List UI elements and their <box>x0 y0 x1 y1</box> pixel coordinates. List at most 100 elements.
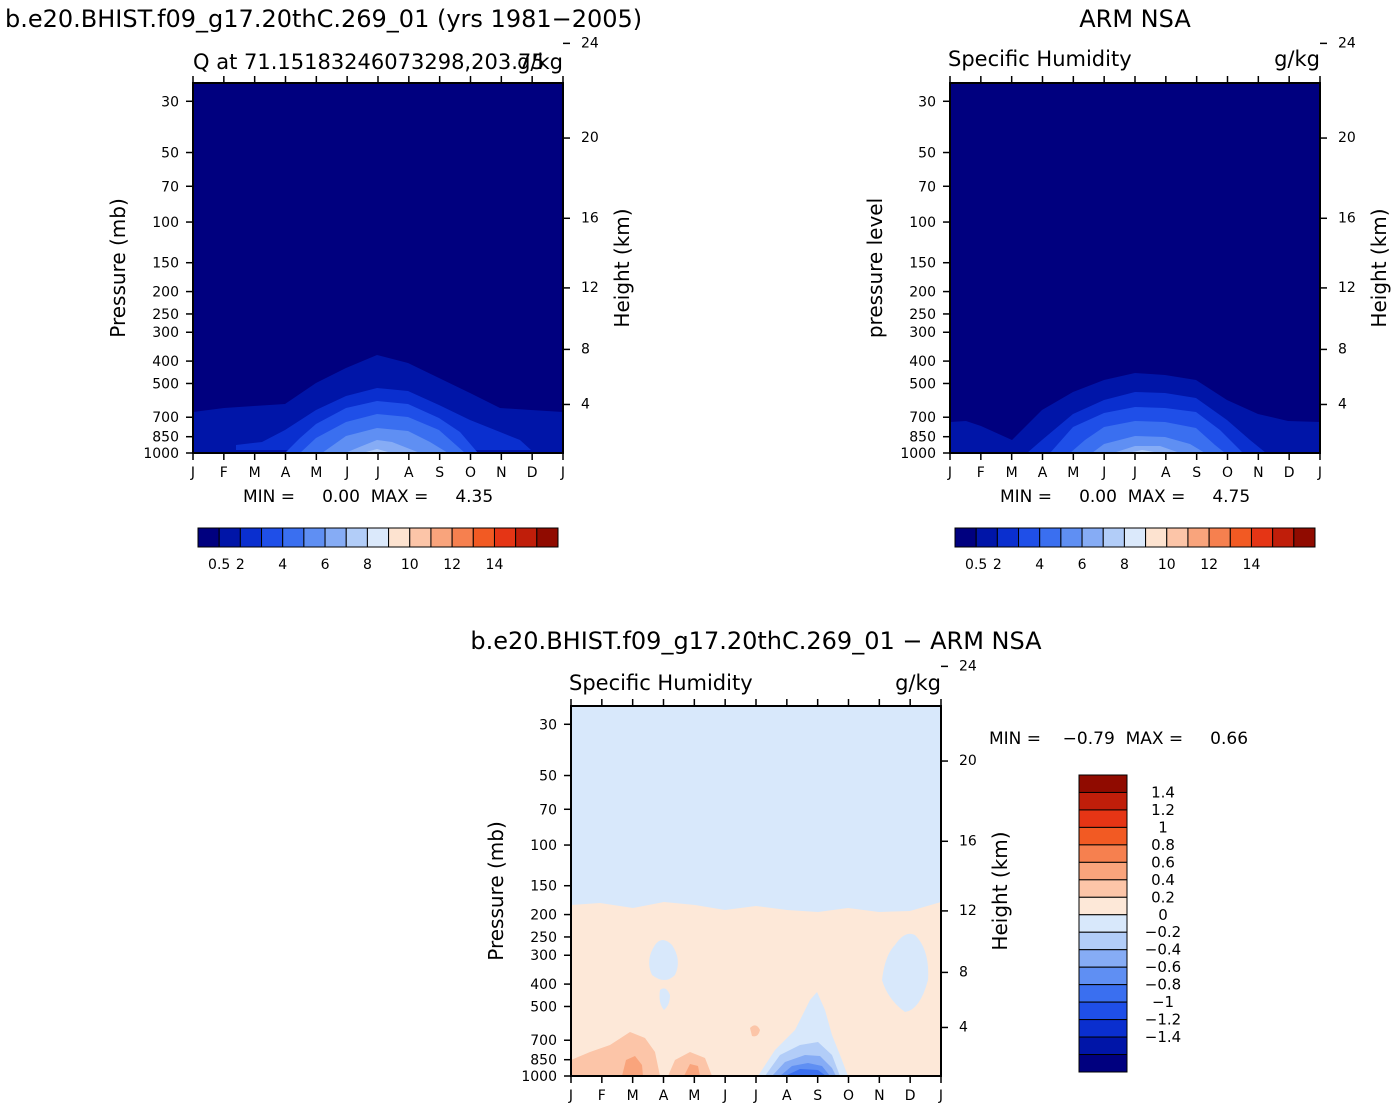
y2-tick-label: 20 <box>581 130 599 146</box>
x-tick-label: J <box>190 465 195 481</box>
y-tick-label: 50 <box>918 146 936 162</box>
y-tick-label: 500 <box>530 999 557 1015</box>
colorbar-swatch <box>1166 527 1189 548</box>
x-tick-label: F <box>977 465 985 481</box>
y2-tick-label: 8 <box>959 964 968 980</box>
y-tick-label: 150 <box>909 256 936 272</box>
contour-fill-3 <box>1092 436 1205 453</box>
panel-diff-subtitle: Specific Humidity <box>569 671 753 695</box>
y-tick-label: 70 <box>161 179 179 195</box>
x-tick-label: J <box>1101 465 1106 481</box>
panel-obs-subtitle: Specific Humidity <box>948 47 1132 71</box>
y-tick-label: 850 <box>909 430 936 446</box>
x-tick-label: M <box>1067 465 1079 481</box>
colorbar-swatch <box>493 527 517 548</box>
colorbar-swatch <box>1078 1019 1128 1038</box>
contour-fill-neg-0-2 <box>659 988 670 1010</box>
y-tick-label: 300 <box>530 948 557 964</box>
x-tick-label: N <box>496 465 506 481</box>
panel-model-subtitle: Q at 71.15183246073298,203.75 <box>193 50 545 74</box>
y-tick-label: 1000 <box>143 446 179 462</box>
colorbar-label: −0.8 <box>1145 976 1181 994</box>
y-tick-label: 100 <box>909 215 936 231</box>
colorbar-swatch <box>218 527 241 548</box>
colorbar-swatch <box>451 527 474 548</box>
colorbar-swatch <box>1078 896 1128 916</box>
panel-model-y2label: Height (km) <box>610 208 634 327</box>
colorbar-swatch <box>1060 527 1083 548</box>
colorbar-swatch <box>239 527 263 548</box>
colorbar-label: 0.8 <box>1151 836 1175 854</box>
colorbar-label: 1.2 <box>1151 801 1175 819</box>
colorbar-label: 2 <box>993 557 1002 573</box>
colorbar-swatch <box>430 527 453 548</box>
colorbar-swatch <box>536 527 559 548</box>
colorbar-swatch <box>197 527 220 548</box>
x-tick-label: O <box>1222 465 1233 481</box>
y-tick-label: 250 <box>530 930 557 946</box>
colorbar-swatch <box>1208 527 1231 548</box>
contour-fill-neg-0-2 <box>882 933 929 1012</box>
x-tick-label: D <box>905 1088 916 1104</box>
colorbar-swatch <box>1078 914 1128 933</box>
y-tick-label: 50 <box>161 146 179 162</box>
colorbar-swatch <box>1078 826 1128 846</box>
panel-diff-axes: J F M A M J J A S O N D J 30 50 70 100 150 200 250 300 400 500… <box>521 658 977 1104</box>
colorbar-label: 10 <box>401 557 419 573</box>
x-tick-label: J <box>568 1088 573 1104</box>
colorbar-label: 14 <box>1243 557 1261 573</box>
x-tick-label: M <box>688 1088 700 1104</box>
panel-obs-units: g/kg <box>1274 47 1320 71</box>
panel-diff: b.e20.BHIST.f09_g17.20thC.269_01 − ARM N… <box>470 627 1248 1104</box>
colorbar-label: 1.4 <box>1151 783 1175 801</box>
panel-model-minmax: MIN = 0.00 MAX = 4.35 <box>243 487 493 507</box>
colorbar-label: 8 <box>1120 557 1129 573</box>
colorbar-swatch <box>1078 1054 1128 1073</box>
y-tick-label: 150 <box>530 879 557 895</box>
colorbar-label: 2 <box>236 557 245 573</box>
y2-tick-label: 4 <box>1338 396 1347 412</box>
y-tick-label: 700 <box>152 410 179 426</box>
x-tick-label: A <box>404 465 414 481</box>
contour-fill-5 <box>366 449 388 452</box>
y-tick-label: 30 <box>539 717 557 733</box>
x-tick-label: D <box>1284 465 1295 481</box>
y-tick-label: 400 <box>152 354 179 370</box>
colorbar-label: 0.2 <box>1151 888 1175 906</box>
colorbar-label: 12 <box>1200 557 1218 573</box>
panel-obs-y2label: Height (km) <box>1367 208 1391 327</box>
colorbar-swatch <box>996 527 1020 548</box>
x-tick-label: J <box>375 465 380 481</box>
colorbar-swatch <box>1078 931 1128 951</box>
colorbar-swatch <box>1272 527 1295 548</box>
y-tick-label: 200 <box>909 285 936 301</box>
x-tick-label: J <box>722 1088 727 1104</box>
y2-tick-label: 12 <box>1338 280 1356 296</box>
x-tick-label: F <box>220 465 228 481</box>
x-tick-label: A <box>659 1088 669 1104</box>
colorbar-swatch <box>1078 861 1128 881</box>
y-tick-label: 300 <box>909 325 936 341</box>
y-tick-label: 250 <box>152 307 179 323</box>
x-tick-label: A <box>1161 465 1171 481</box>
colorbar-swatch <box>472 527 495 548</box>
y-tick-label: 200 <box>152 285 179 301</box>
panel-obs-ylabel: pressure level <box>863 198 887 338</box>
panel-obs: ARM NSA Specific Humidity g/kg J F M A M J J A S… <box>863 5 1391 573</box>
colorbar-label: 4 <box>278 557 287 573</box>
x-tick-label: F <box>598 1088 606 1104</box>
colorbar-label: 0 <box>1158 906 1168 924</box>
colorbar-swatch <box>345 527 368 548</box>
y-tick-label: 30 <box>918 94 936 110</box>
colorbar-swatch <box>366 527 390 548</box>
colorbar-swatch <box>409 527 432 548</box>
contour-fill-3 <box>322 428 448 453</box>
x-tick-label: N <box>874 1088 884 1104</box>
x-tick-label: J <box>753 1088 758 1104</box>
y-tick-label: 700 <box>530 1033 557 1049</box>
x-tick-label: M <box>249 465 261 481</box>
panel-diff-colorbar: 1.41.210.80.60.40.20−0.2−0.4−0.6−0.8−1−1… <box>1078 774 1181 1073</box>
contour-fill-4 <box>345 440 420 453</box>
colorbar-swatch <box>1123 527 1147 548</box>
